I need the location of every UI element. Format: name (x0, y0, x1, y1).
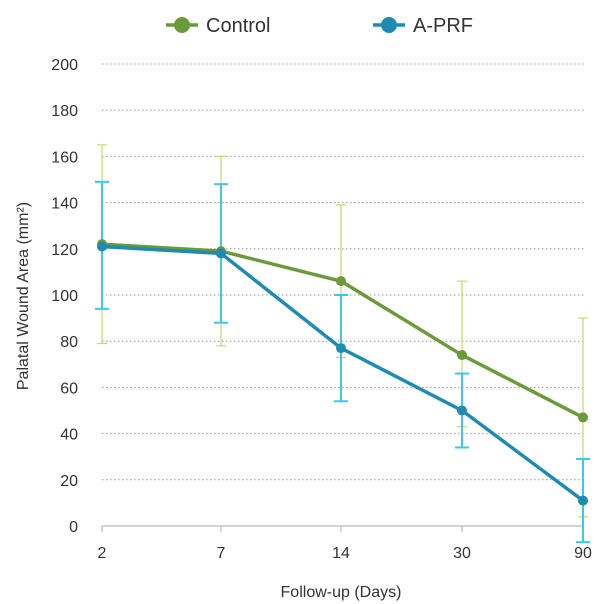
data-point (216, 248, 226, 259)
x-tick-label: 90 (574, 545, 592, 562)
y-tick-label: 160 (51, 149, 78, 166)
legend-label-control: Control (206, 15, 270, 37)
data-point (457, 350, 467, 361)
x-axis-label: Follow-up (Days) (281, 584, 402, 601)
legend-label-a-prf: A-PRF (413, 15, 473, 37)
y-tick-label: 180 (51, 103, 78, 120)
grid-lines (102, 63, 584, 481)
y-tick-label: 60 (60, 380, 78, 397)
series-line-control (101, 242, 584, 419)
y-tick-label: 200 (51, 57, 78, 74)
data-point (578, 412, 588, 423)
data-point (336, 343, 346, 354)
data-point (578, 495, 588, 506)
y-tick-label: 140 (51, 196, 78, 213)
legend: Control A-PRF (166, 15, 473, 37)
x-tick-label: 30 (453, 545, 471, 562)
axes: 0 20 40 60 80 100 120 140 160 180 200 2 7 14 30 90 (51, 57, 592, 562)
series-lines (97, 239, 588, 506)
y-tick-label: 40 (60, 427, 78, 444)
legend-swatch-marker (174, 17, 190, 33)
data-point (457, 405, 467, 416)
y-tick-label: 80 (60, 334, 78, 351)
y-tick-label: 0 (69, 519, 78, 536)
x-tick-label: 14 (332, 545, 350, 562)
data-point (97, 241, 107, 252)
y-tick-label: 120 (51, 242, 78, 259)
y-axis-label: Palatal Wound Area (mm²) (15, 202, 32, 390)
data-point (336, 276, 346, 287)
y-tick-label: 20 (60, 473, 78, 490)
x-tick-label: 2 (98, 545, 107, 562)
x-tick-label: 7 (217, 545, 226, 562)
legend-swatch-marker (381, 17, 397, 33)
y-tick-label: 100 (51, 288, 78, 305)
